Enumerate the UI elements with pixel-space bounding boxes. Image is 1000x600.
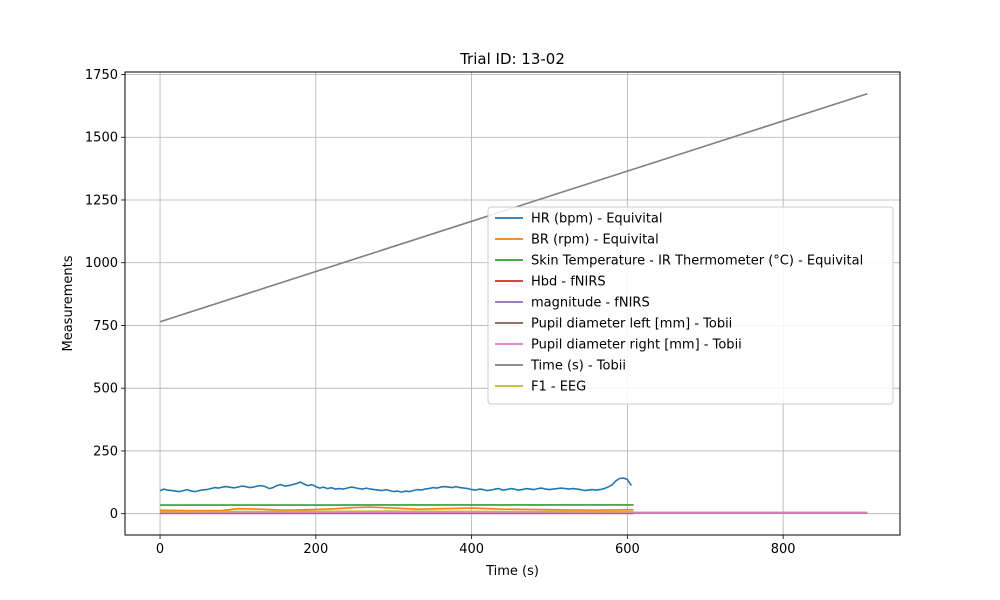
- series-line-0: [159, 477, 632, 493]
- legend-entry: Pupil diameter left [mm] - Tobii: [531, 317, 732, 332]
- x-tick-label: 400: [459, 542, 484, 557]
- y-tick-label: 1750: [85, 68, 118, 83]
- legend-entry: Hbd - fNIRS: [531, 275, 606, 290]
- y-tick-label: 1250: [85, 193, 118, 208]
- x-tick-label: 200: [303, 542, 328, 557]
- legend-entry: BR (rpm) - Equivital: [531, 233, 659, 248]
- legend-entry: Skin Temperature - IR Thermometer (°C) -…: [531, 254, 863, 269]
- series-line-8: [160, 510, 634, 513]
- legend-entry: F1 - EEG: [531, 380, 586, 395]
- x-tick-label: 600: [615, 542, 640, 557]
- y-axis-label: Measurements: [61, 255, 76, 351]
- y-tick-label: 250: [93, 444, 118, 459]
- x-tick-label: 800: [771, 542, 796, 557]
- y-tick-label: 0: [110, 507, 118, 522]
- y-tick-label: 1000: [85, 256, 118, 271]
- series-line-1: [160, 506, 634, 512]
- plot-frame: [124, 71, 901, 536]
- legend-entry: Pupil diameter right [mm] - Tobii: [531, 338, 742, 353]
- series-layer: [159, 93, 868, 515]
- legend-entry: Time (s) - Tobii: [530, 359, 626, 374]
- legend-entry: HR (bpm) - Equivital: [531, 212, 663, 227]
- legend-box: [487, 206, 894, 405]
- x-tick-label: 0: [156, 542, 164, 557]
- chart-title: Trial ID: 13-02: [459, 50, 565, 68]
- y-tick-label: 500: [93, 382, 118, 397]
- x-axis-label: Time (s): [485, 564, 539, 579]
- legend: HR (bpm) - Equivital BR (rpm) - Equivital…: [487, 206, 894, 405]
- ticks: 0 200 400 600 800 0 250 500 750 1000 1250 1500 1750: [85, 68, 796, 557]
- y-tick-label: 1500: [85, 131, 118, 146]
- y-tick-label: 750: [93, 319, 118, 334]
- legend-entry: magnitude - fNIRS: [531, 296, 650, 311]
